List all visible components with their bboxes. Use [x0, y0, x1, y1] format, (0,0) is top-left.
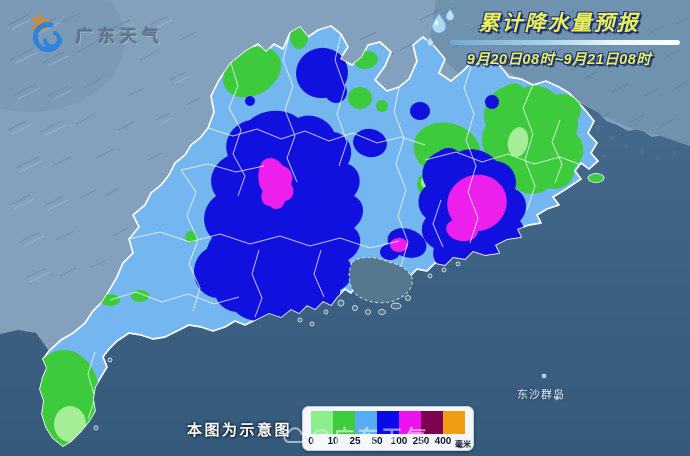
forecast-date-range: 9月20日08时~9月21日08时 [466, 52, 652, 68]
legend-swatch [377, 411, 399, 434]
schematic-note: 本图为示意图 [187, 422, 293, 439]
raindrops-icon [426, 8, 455, 47]
logo-text: 广东天气 [76, 26, 164, 46]
rain-lightgreen-areas [54, 127, 529, 442]
outside-terrain [0, 0, 690, 351]
legend-swatch [443, 411, 465, 434]
nanao-island [587, 173, 605, 183]
legend-swatch [311, 411, 333, 434]
county-boundaries [87, 32, 585, 420]
dongsha-islands-label: 东沙群岛 [517, 389, 565, 401]
forecast-title-block: 累计降水量预报 9月20日08时~9月21日08时 [426, 7, 682, 69]
legend-swatch [355, 411, 377, 434]
legend-tick: 0 [308, 436, 314, 447]
rain-blue-areas [194, 47, 527, 321]
legend-tick: 25 [349, 436, 361, 447]
coastal-islands [93, 261, 461, 431]
legend-swatch [333, 411, 355, 434]
legend-swatch [421, 411, 443, 434]
title-underline [450, 40, 680, 45]
legend-unit: 毫米 [455, 440, 471, 449]
legend-tick: 250 [412, 436, 430, 447]
legend-tick: 100 [390, 436, 408, 447]
legend-swatch-row [311, 411, 465, 434]
precipitation-legend: 0 10 25 50 100 250 400 毫米 [302, 406, 474, 451]
legend-tick: 400 [434, 436, 452, 447]
legend-tick-row: 0 10 25 50 100 250 400 [302, 436, 474, 450]
dongsha-islands [541, 373, 560, 401]
weather-logo-icon [30, 13, 63, 53]
legend-swatch [399, 411, 421, 434]
legend-tick: 10 [327, 436, 339, 447]
rain-magenta-areas [258, 158, 507, 252]
page-title: 累计降水量预报 [478, 12, 640, 35]
legend-tick: 50 [371, 436, 383, 447]
guangdong-weather-logo: 广东天气 [26, 10, 164, 58]
rainfall-areas [40, 26, 585, 446]
pearl-river-estuary [348, 257, 413, 304]
